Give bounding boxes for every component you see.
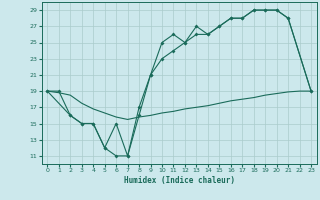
- X-axis label: Humidex (Indice chaleur): Humidex (Indice chaleur): [124, 176, 235, 185]
